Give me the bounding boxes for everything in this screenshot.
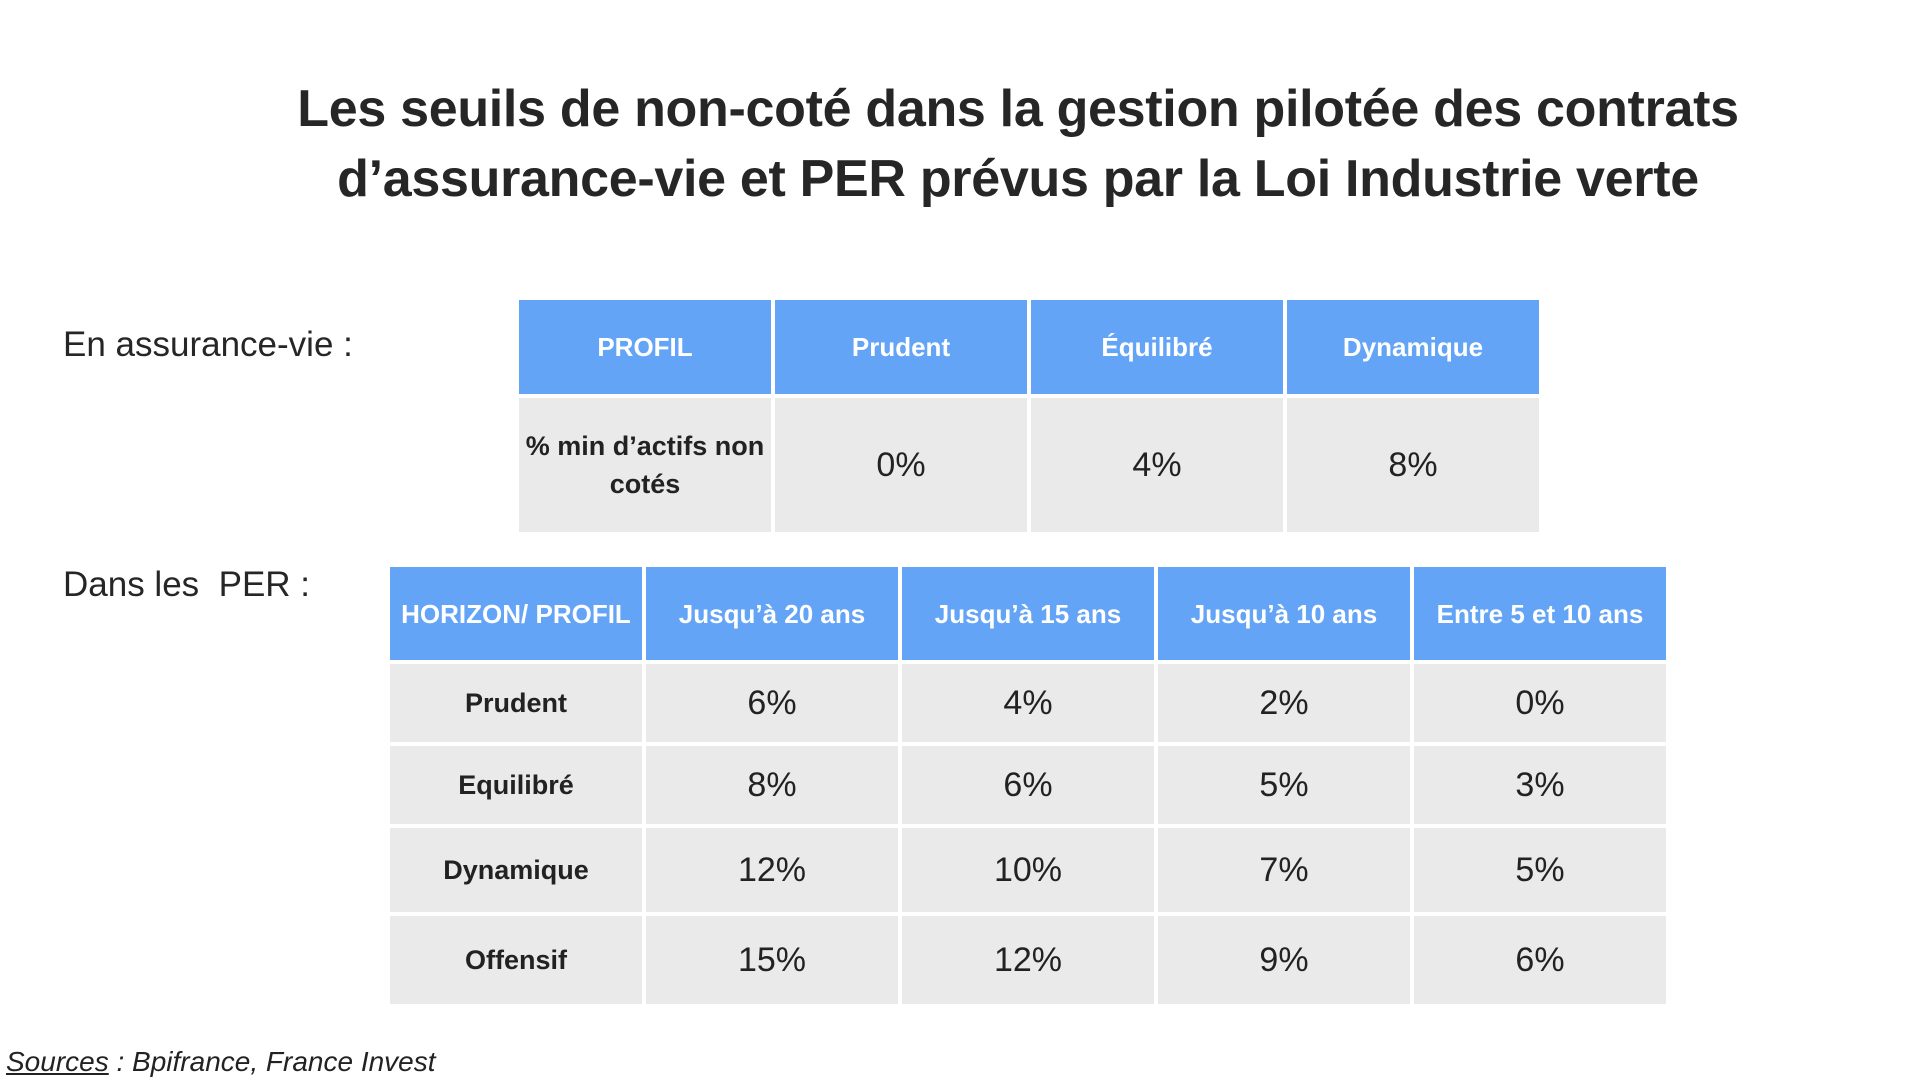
table-cell: 5% [1414, 828, 1666, 912]
table-cell: 7% [1158, 828, 1410, 912]
table-cell: 10% [902, 828, 1154, 912]
source-note: Sources : Bpifrance, France Invest [6, 1046, 436, 1078]
table-header-row: PROFIL Prudent Équilibré Dynamique [519, 300, 1539, 394]
table-cell: 15% [646, 916, 898, 1004]
header-equilibre: Équilibré [1031, 300, 1283, 394]
table-cell: 9% [1158, 916, 1410, 1004]
page-title: Les seuils de non-coté dans la gestion p… [0, 74, 1920, 214]
row-label-offensif: Offensif [390, 916, 642, 1004]
table-cell: 3% [1414, 746, 1666, 824]
header-5-10-ans: Entre 5 et 10 ans [1414, 567, 1666, 660]
table-header-row: HORIZON/ PROFIL Jusqu’à 20 ans Jusqu’à 1… [390, 567, 1666, 660]
table-cell: 4% [902, 664, 1154, 742]
table-cell: 8% [646, 746, 898, 824]
assurance-vie-table: PROFIL Prudent Équilibré Dynamique % min… [515, 296, 1543, 536]
header-dynamique: Dynamique [1287, 300, 1539, 394]
header-20-ans: Jusqu’à 20 ans [646, 567, 898, 660]
row-label-min-non-cotes: % min d’actifs non cotés [519, 398, 771, 532]
table-row: Dynamique 12% 10% 7% 5% [390, 828, 1666, 912]
header-prudent: Prudent [775, 300, 1027, 394]
source-text: : Bpifrance, France Invest [108, 1046, 436, 1077]
row-label-equilibre: Equilibré [390, 746, 642, 824]
table-cell: 12% [902, 916, 1154, 1004]
table-row: Offensif 15% 12% 9% 6% [390, 916, 1666, 1004]
row-label-dynamique: Dynamique [390, 828, 642, 912]
cell-prudent: 0% [775, 398, 1027, 532]
table-cell: 2% [1158, 664, 1410, 742]
header-15-ans: Jusqu’à 15 ans [902, 567, 1154, 660]
header-horizon-profil: HORIZON/ PROFIL [390, 567, 642, 660]
title-line-1: Les seuils de non-coté dans la gestion p… [297, 80, 1739, 138]
row-label-prudent: Prudent [390, 664, 642, 742]
per-label: Dans les PER : [63, 565, 311, 604]
table-row: % min d’actifs non cotés 0% 4% 8% [519, 398, 1539, 532]
source-label: Sources [6, 1046, 109, 1077]
table-cell: 12% [646, 828, 898, 912]
table-cell: 6% [1414, 916, 1666, 1004]
header-profil: PROFIL [519, 300, 771, 394]
table-cell: 6% [646, 664, 898, 742]
per-table: HORIZON/ PROFIL Jusqu’à 20 ans Jusqu’à 1… [386, 563, 1670, 1008]
table-cell: 6% [902, 746, 1154, 824]
table-row: Prudent 6% 4% 2% 0% [390, 664, 1666, 742]
table-cell: 0% [1414, 664, 1666, 742]
table-cell: 5% [1158, 746, 1410, 824]
cell-dynamique: 8% [1287, 398, 1539, 532]
assurance-vie-label: En assurance-vie : [63, 325, 353, 364]
table-row: Equilibré 8% 6% 5% 3% [390, 746, 1666, 824]
header-10-ans: Jusqu’à 10 ans [1158, 567, 1410, 660]
title-line-2: d’assurance-vie et PER prévus par la Loi… [337, 150, 1699, 208]
cell-equilibre: 4% [1031, 398, 1283, 532]
